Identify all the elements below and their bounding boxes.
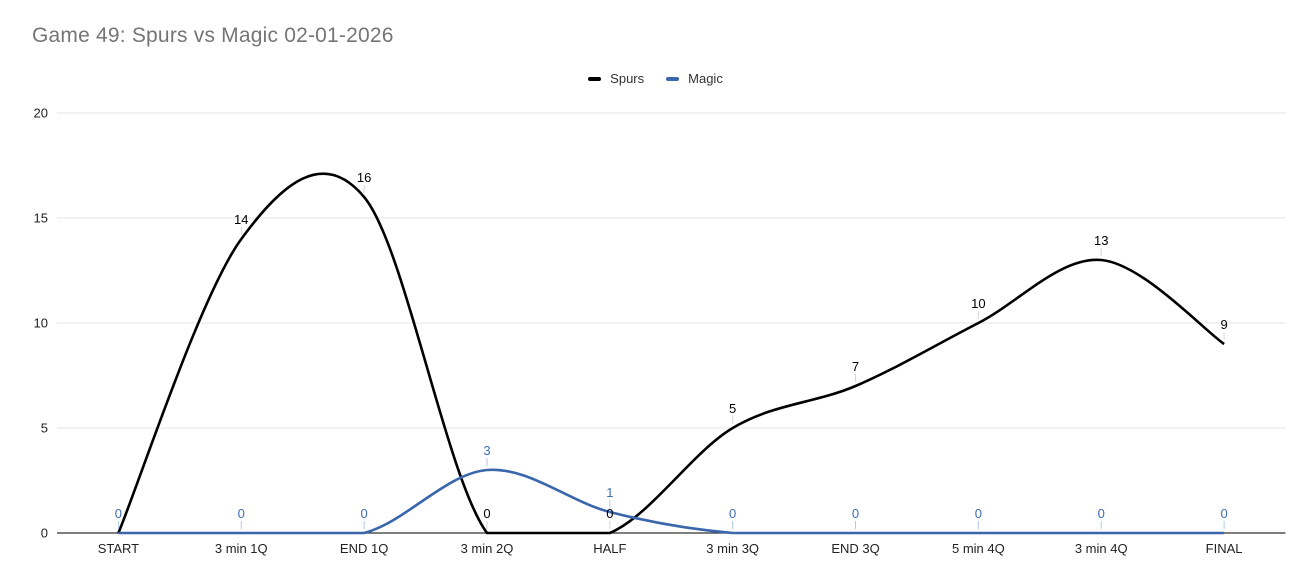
data-label-magic: 1 [606,485,613,500]
data-label-magic: 0 [852,506,859,521]
data-label-spurs: 14 [234,212,248,227]
data-label-magic: 0 [238,506,245,521]
data-label-magic: 0 [975,506,982,521]
data-label-spurs: 0 [483,506,490,521]
legend: Spurs Magic [0,71,1311,86]
spurs-line-marker [588,76,602,81]
x-tick-label: 3 min 1Q [215,541,268,556]
data-label-magic: 0 [361,506,368,521]
data-label-spurs: 0 [606,506,613,521]
legend-label-magic: Magic [688,71,723,86]
chart-title: Game 49: Spurs vs Magic 02-01-2026 [32,24,394,47]
x-tick-label: START [98,541,139,556]
legend-item-spurs: Spurs [588,71,644,86]
data-label-magic: 3 [483,443,490,458]
y-tick-label: 20 [34,106,48,121]
x-tick-label: 3 min 4Q [1075,541,1128,556]
x-tick-label: 5 min 4Q [952,541,1005,556]
data-label-magic: 0 [729,506,736,521]
data-label-spurs: 9 [1220,317,1227,332]
x-tick-label: 3 min 2Q [461,541,514,556]
x-tick-label: END 3Q [831,541,879,556]
x-tick-label: HALF [593,541,626,556]
data-label-spurs: 16 [357,170,371,185]
x-tick-label: FINAL [1206,541,1243,556]
data-label-spurs: 13 [1094,233,1108,248]
data-label-spurs: 7 [852,359,859,374]
series-path-magic [118,468,1225,535]
data-label-magic: 0 [115,506,122,521]
x-tick-label: END 1Q [340,541,388,556]
data-label-magic: 0 [1220,506,1227,521]
magic-line-marker [666,76,680,81]
y-tick-label: 15 [34,211,48,226]
y-tick-label: 10 [34,316,48,331]
x-tick-label: 3 min 3Q [706,541,759,556]
series-path-spurs [117,172,1225,535]
y-tick-label: 0 [41,526,48,541]
y-tick-label: 5 [41,421,48,436]
data-label-spurs: 5 [729,401,736,416]
legend-label-spurs: Spurs [610,71,645,86]
data-label-magic: 0 [1098,506,1105,521]
legend-item-magic: Magic [666,71,723,86]
data-label-spurs: 10 [971,296,985,311]
